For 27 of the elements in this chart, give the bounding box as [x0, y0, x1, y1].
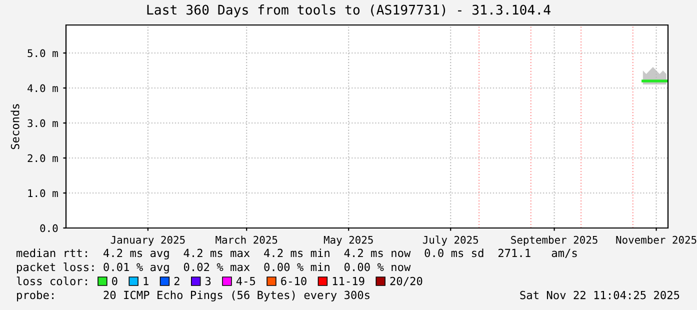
- text: Sat Nov 22 11:04:25 2025: [520, 290, 680, 300]
- legend-label: 20/20: [390, 276, 422, 286]
- x-tick-label: January 2025: [110, 236, 185, 246]
- chart-title: Last 360 Days from tools to (AS197731) - 31.3.104.4: [147, 4, 550, 18]
- y-tick-label: 0.0: [40, 224, 58, 232]
- text: loss color:: [16, 276, 87, 286]
- legend-label: 4-5: [236, 276, 256, 286]
- y-axis-title: Seconds: [10, 104, 20, 150]
- legend-label: 2: [174, 276, 180, 286]
- text: median rtt: 4.2 ms avg 4.2 ms max 4.2 ms min 4.2 ms now 0.0 ms sd 271.1 am/s: [16, 248, 577, 260]
- legend-label: 3: [205, 276, 211, 286]
- y-tick-label: 4.0 m: [28, 84, 58, 92]
- legend-label: 6-10: [281, 276, 306, 286]
- y-tick-label: 2.0 m: [28, 154, 58, 162]
- x-tick-label: May 2025: [324, 236, 373, 246]
- y-tick-label: 3.0 m: [28, 119, 58, 128]
- x-tick-label: November 2025: [616, 236, 696, 244]
- x-tick-label: September 2025: [511, 236, 598, 246]
- text: probe: 20 ICMP Echo Pings (56 Bytes) every 300s: [17, 290, 370, 302]
- y-tick-label: 5.0 m: [28, 49, 58, 58]
- text: packet loss: 0.01 % avg 0.02 % max 0.00 % min 0.00 % now: [17, 262, 411, 274]
- legend-label: 0: [112, 276, 118, 286]
- legend-label: 11-19: [332, 276, 364, 286]
- y-tick-label: 1.0 m: [28, 189, 58, 198]
- x-tick-label: July 2025: [422, 236, 478, 246]
- legend-label: 1: [144, 276, 148, 286]
- x-tick-label: March 2025: [216, 236, 278, 244]
